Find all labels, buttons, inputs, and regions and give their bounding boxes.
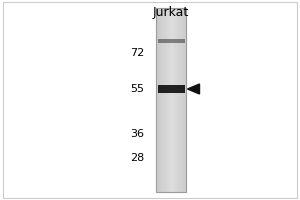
- Bar: [175, 8, 176, 192]
- Bar: [173, 8, 174, 192]
- Bar: [185, 8, 186, 192]
- Text: 28: 28: [130, 153, 144, 163]
- Bar: [160, 8, 161, 192]
- Bar: [171, 8, 172, 192]
- Bar: [170, 8, 171, 192]
- Bar: [158, 8, 159, 192]
- Bar: [174, 8, 175, 192]
- Text: 36: 36: [130, 129, 144, 139]
- Polygon shape: [188, 84, 200, 94]
- Bar: [165, 8, 166, 192]
- Bar: [156, 8, 186, 192]
- Bar: [178, 8, 179, 192]
- Bar: [182, 8, 183, 192]
- Bar: [164, 8, 165, 192]
- Bar: [166, 8, 167, 192]
- Bar: [158, 39, 184, 43]
- Bar: [167, 8, 168, 192]
- Bar: [163, 8, 164, 192]
- Bar: [180, 8, 181, 192]
- Bar: [179, 8, 180, 192]
- Bar: [181, 8, 182, 192]
- Bar: [161, 8, 162, 192]
- Bar: [176, 8, 177, 192]
- Bar: [162, 8, 163, 192]
- Bar: [184, 8, 185, 192]
- Text: Jurkat: Jurkat: [153, 6, 189, 19]
- Bar: [172, 8, 173, 192]
- Bar: [156, 8, 157, 192]
- Bar: [183, 8, 184, 192]
- Text: 72: 72: [130, 48, 144, 58]
- Bar: [177, 8, 178, 192]
- Bar: [168, 8, 169, 192]
- Text: 55: 55: [130, 84, 144, 94]
- Bar: [159, 8, 160, 192]
- Bar: [157, 8, 158, 192]
- Bar: [158, 85, 184, 93]
- Bar: [169, 8, 170, 192]
